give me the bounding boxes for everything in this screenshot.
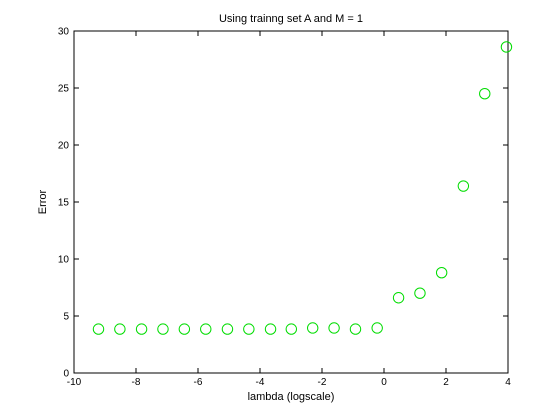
data-point — [114, 323, 126, 335]
data-point — [371, 322, 383, 334]
data-point — [178, 323, 191, 335]
y-axis-label: Error — [37, 189, 49, 214]
x-tick-label: 0 — [381, 377, 387, 388]
x-axis-label: lambda (logscale) — [248, 391, 335, 403]
data-point — [135, 323, 148, 335]
data-series — [92, 41, 513, 335]
data-point — [243, 323, 255, 335]
x-tick-label: -6 — [194, 377, 203, 388]
x-tick-label: 2 — [443, 377, 449, 388]
x-tick-label: -2 — [318, 377, 327, 388]
data-point — [200, 323, 212, 335]
y-axis: 0 5 10 15 20 25 30 — [58, 27, 508, 380]
y-tick-label: 15 — [58, 198, 70, 209]
x-tick-label: -10 — [67, 377, 82, 388]
data-point — [264, 323, 277, 335]
plot-area-frame — [73, 30, 509, 374]
data-point — [157, 323, 169, 335]
data-point — [414, 287, 426, 299]
x-tick-label: 4 — [505, 377, 511, 388]
chart-title: Using trainng set A and M = 1 — [219, 13, 363, 25]
y-tick-label: 0 — [63, 369, 69, 380]
y-tick-label: 20 — [58, 141, 70, 152]
y-tick-label: 25 — [58, 84, 70, 95]
data-point — [221, 323, 234, 335]
data-point — [479, 88, 491, 100]
y-tick-label: 10 — [58, 255, 70, 266]
x-tick-label: -8 — [132, 377, 141, 388]
x-tick-label: -4 — [256, 377, 265, 388]
data-point — [392, 292, 405, 304]
data-point — [457, 180, 470, 192]
data-point — [435, 266, 448, 279]
y-tick-label: 30 — [58, 27, 70, 38]
data-point — [349, 323, 362, 335]
data-point — [328, 322, 340, 334]
data-point — [307, 322, 319, 334]
y-tick-label: 5 — [63, 312, 69, 323]
data-point — [285, 323, 298, 335]
data-point — [92, 323, 105, 335]
data-point — [500, 41, 513, 53]
x-axis: -10 -8 -6 -4 -2 0 2 4 — [67, 31, 511, 388]
